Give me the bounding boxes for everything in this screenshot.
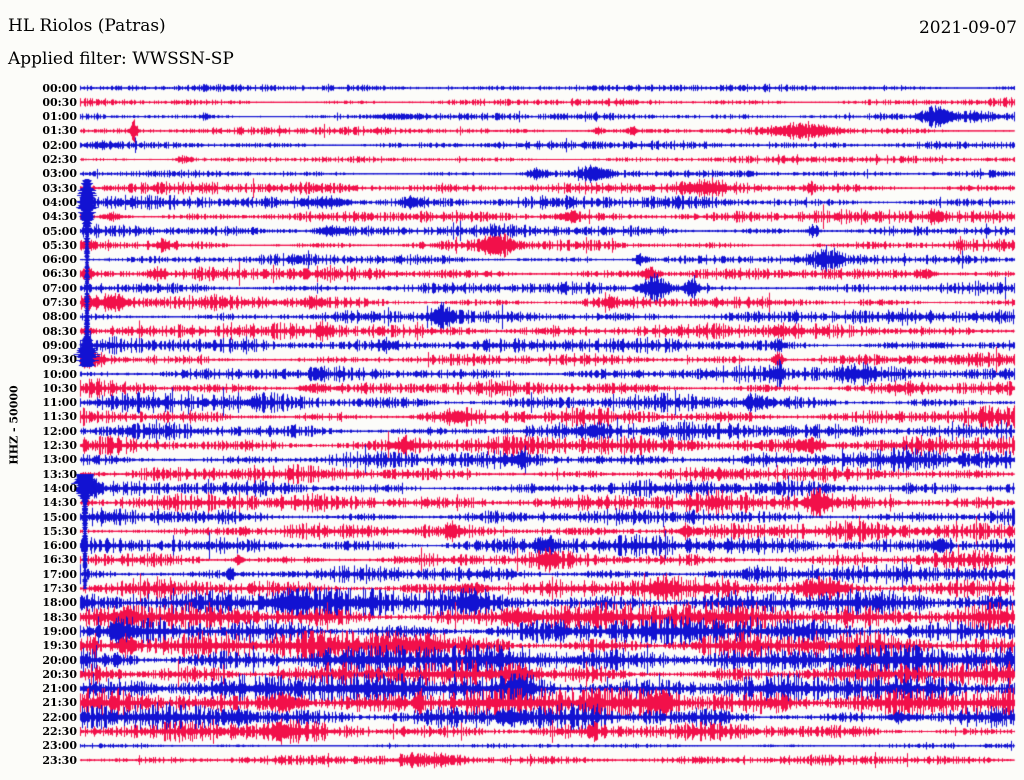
- time-label: 23:00: [42, 739, 77, 753]
- time-label: 17:00: [42, 567, 77, 581]
- time-label: 12:30: [42, 439, 77, 452]
- time-label: 09:30: [42, 353, 77, 367]
- time-label: 15:30: [42, 524, 77, 538]
- time-label: 18:30: [42, 610, 77, 624]
- page-title: HL Riolos (Patras): [8, 16, 166, 36]
- time-label: 22:00: [42, 710, 77, 724]
- time-label: 02:00: [42, 138, 77, 152]
- date-label: 2021-09-07: [918, 18, 1017, 38]
- time-label: 13:00: [42, 453, 77, 467]
- time-label: 05:30: [42, 238, 77, 252]
- time-label: 17:30: [42, 582, 77, 595]
- time-label: 03:30: [42, 181, 77, 195]
- time-label: 01:00: [42, 110, 77, 124]
- time-label: 14:00: [42, 481, 77, 495]
- time-label: 22:30: [42, 725, 77, 738]
- time-label: 21:00: [42, 682, 77, 696]
- time-label: 12:00: [42, 424, 77, 438]
- filter-label: Applied filter: WWSSN-SP: [8, 49, 234, 69]
- time-label: 13:30: [42, 467, 77, 481]
- time-label: 10:30: [42, 381, 77, 395]
- time-label: 19:30: [42, 639, 77, 653]
- time-label: 05:00: [42, 224, 77, 238]
- time-label: 00:30: [42, 95, 77, 109]
- time-label: 09:00: [42, 338, 77, 352]
- time-label: 00:00: [42, 81, 77, 95]
- time-label: 04:30: [42, 210, 77, 224]
- time-label: 23:30: [42, 753, 77, 767]
- time-label: 07:30: [42, 296, 77, 309]
- time-label: 20:00: [42, 653, 77, 667]
- time-label: 06:00: [42, 253, 77, 267]
- time-label: 11:30: [42, 410, 77, 424]
- time-label: 06:30: [42, 267, 77, 281]
- time-label: 11:00: [42, 396, 77, 410]
- time-label: 07:00: [42, 281, 77, 295]
- time-label: 20:30: [42, 667, 77, 681]
- time-label: 19:00: [42, 624, 77, 638]
- time-label: 21:30: [42, 696, 77, 710]
- time-label: 01:30: [42, 124, 77, 138]
- time-label: 10:00: [42, 367, 77, 381]
- time-label: 08:30: [42, 324, 77, 338]
- time-label: 08:00: [42, 310, 77, 324]
- time-label: 16:30: [42, 553, 77, 567]
- time-label: 04:00: [42, 195, 77, 209]
- time-label: 03:00: [42, 167, 77, 181]
- time-label: 14:30: [42, 496, 77, 510]
- time-label: 15:00: [42, 510, 77, 524]
- time-label: 18:00: [42, 596, 77, 610]
- time-label: 16:00: [42, 539, 77, 553]
- time-label: 02:30: [42, 153, 77, 166]
